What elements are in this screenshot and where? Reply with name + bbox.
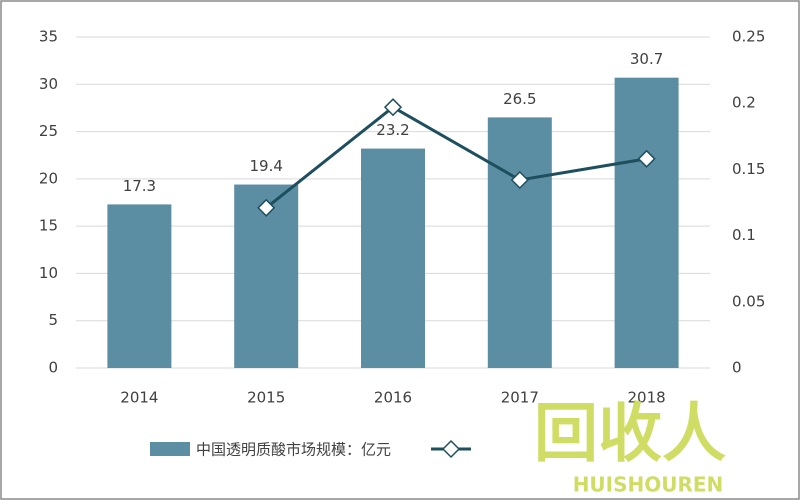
line-marker [510, 170, 529, 190]
x-tick-label: 2015 [247, 389, 285, 407]
y-tick-label: 15 [39, 217, 58, 235]
y2-tick-label: 0.2 [732, 94, 756, 112]
line-marker [383, 98, 403, 117]
legend-swatch [150, 442, 190, 456]
y-tick-label: 5 [48, 311, 58, 329]
bar [107, 204, 172, 368]
bar [361, 148, 425, 368]
data-label: 17.3 [123, 177, 156, 195]
x-tick-label: 2016 [374, 389, 412, 407]
y2-tick-label: 0.15 [732, 160, 765, 178]
watermark: 回收人 [534, 398, 726, 472]
y-tick-label: 20 [39, 169, 58, 187]
y-tick-label: 0 [48, 359, 58, 377]
bar [614, 77, 679, 368]
line [265, 105, 647, 209]
x-tick-label: 2017 [501, 389, 539, 407]
bar [487, 117, 552, 368]
legend-label: 中国透明质酸市场规模：亿元 [196, 441, 391, 459]
legend-marker [441, 439, 461, 459]
y-tick-label: 25 [39, 122, 58, 140]
y-tick-label: 30 [39, 75, 58, 93]
x-tick-label: 2018 [628, 389, 666, 407]
y2-tick-label: 0 [732, 359, 742, 377]
y2-tick-label: 0.1 [732, 226, 756, 244]
data-label: 26.5 [503, 90, 536, 108]
data-label: 23.2 [376, 121, 409, 139]
watermark-sub: HUISHOUREN [573, 473, 724, 497]
y2-tick-label: 0.05 [732, 292, 765, 310]
data-label: 19.4 [249, 157, 282, 175]
y-tick-label: 10 [39, 264, 58, 282]
data-label: 30.7 [630, 50, 663, 68]
line-marker [257, 198, 276, 217]
x-tick-label: 2014 [120, 389, 158, 407]
y-tick-label: 35 [39, 28, 58, 46]
line-marker [637, 149, 656, 168]
y2-tick-label: 0.25 [732, 28, 765, 46]
